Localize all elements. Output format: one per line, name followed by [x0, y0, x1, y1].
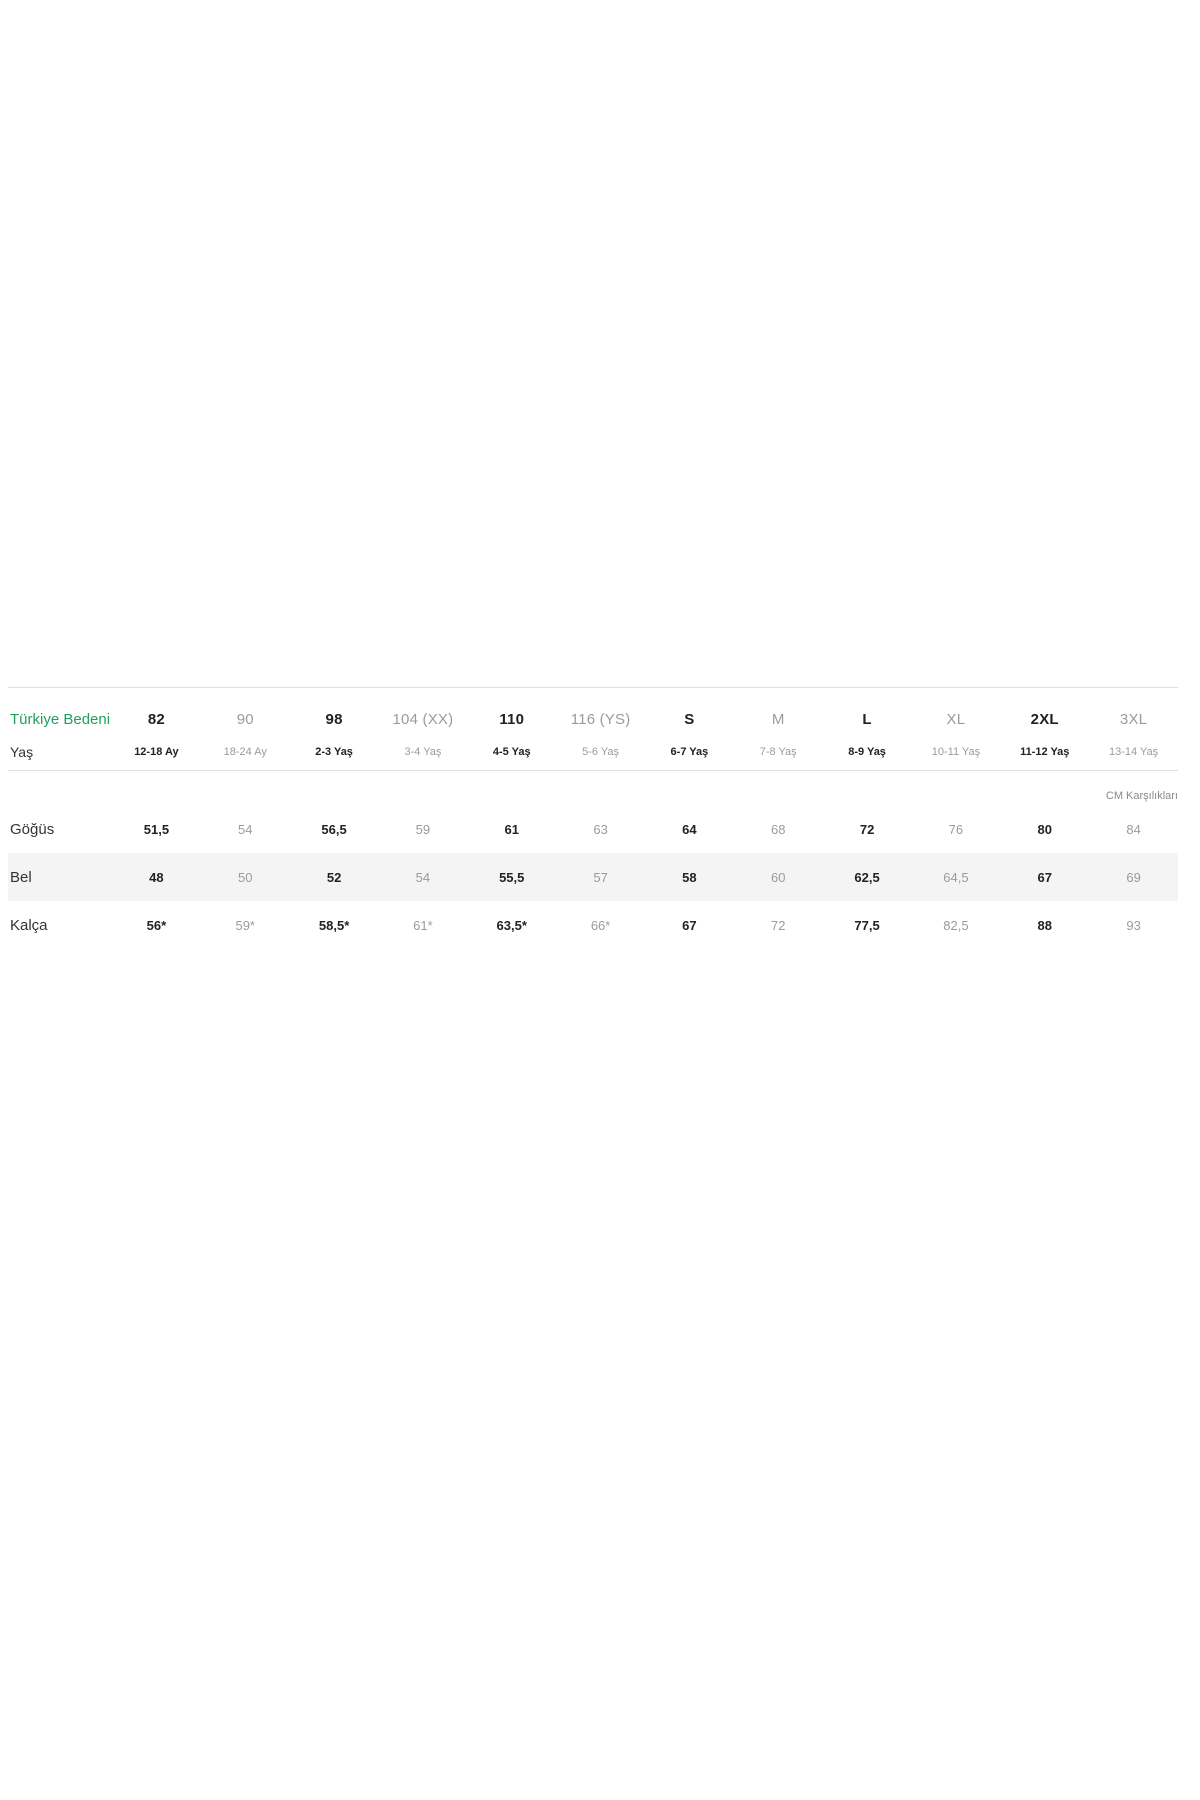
value-cell: 64,5 [943, 869, 969, 885]
header-col: S 6-7 Yaş [645, 710, 734, 770]
age-label: 10-11 Yaş [931, 746, 981, 758]
value-cell: 63 [593, 821, 608, 837]
value-cell: 77,5 [854, 917, 880, 933]
value-cell: 68 [771, 821, 786, 837]
value-cell: 54 [238, 821, 253, 837]
value-cell: 48 [149, 869, 164, 885]
age-row-label: Yaş [10, 744, 34, 760]
age-label: 8-9 Yaş [848, 746, 886, 758]
age-label: 6-7 Yaş [670, 746, 709, 758]
age-label: 7-8 Yaş [759, 746, 797, 758]
value-cell: 80 [1037, 821, 1052, 837]
row-label: Göğüs [10, 820, 55, 838]
value-cell: 59 [415, 821, 431, 837]
header-col: XL 10-11 Yaş [912, 710, 1001, 770]
value-cell: 51,5 [143, 821, 170, 837]
header-col: 110 4-5 Yaş [467, 710, 556, 770]
table-row: Kalça 56* 59* 58,5* 61* 63,5* 66* 67 72 77,5 82,5 8… [8, 901, 1178, 949]
age-label: 13-14 Yaş [1109, 746, 1159, 758]
size-label: M [771, 711, 785, 728]
value-cell: 69 [1126, 869, 1141, 885]
size-label: S [684, 711, 695, 728]
value-cell: 61* [413, 917, 433, 933]
size-label: 116 (YS) [570, 711, 631, 728]
size-chart-table: Türkiye Bedeni Yaş 82 12-18 Ay 90 18-24 Ay 9… [8, 687, 1178, 949]
value-cell: 58 [682, 869, 697, 885]
note-row: CM Karşılıkları [8, 771, 1178, 805]
age-label: 12-18 Ay [134, 746, 179, 758]
header-col: 116 (YS) 5-6 Yaş [556, 710, 645, 770]
size-label: 110 [499, 711, 525, 728]
header-label-cell: Türkiye Bedeni Yaş [8, 710, 112, 770]
header-col: 104 (XX) 3-4 Yaş [379, 710, 468, 770]
age-label: 5-6 Yaş [582, 746, 620, 758]
header-col: 3XL 13-14 Yaş [1089, 710, 1178, 770]
size-label: 90 [236, 711, 254, 728]
value-cell: 56,5 [321, 821, 347, 837]
row-label: Bel [10, 868, 32, 886]
value-cell: 52 [326, 869, 342, 885]
value-cell: 72 [771, 917, 786, 933]
size-label: 82 [147, 711, 165, 728]
age-label: 11-12 Yaş [1020, 746, 1070, 758]
country-size-label: Türkiye Bedeni [10, 711, 111, 728]
size-label: 2XL [1030, 711, 1059, 728]
header-col: 2XL 11-12 Yaş [1000, 710, 1089, 770]
row-label: Kalça [10, 916, 48, 934]
size-label: 98 [325, 711, 343, 728]
age-label: 3-4 Yaş [404, 746, 442, 758]
header-col: 90 18-24 Ay [201, 710, 290, 770]
header-row: Türkiye Bedeni Yaş 82 12-18 Ay 90 18-24 Ay 9… [8, 687, 1178, 771]
age-label: 18-24 Ay [223, 746, 267, 758]
value-cell: 67 [682, 917, 697, 933]
value-cell: 66* [590, 917, 611, 933]
header-col: L 8-9 Yaş [823, 710, 912, 770]
value-cell: 50 [238, 869, 253, 885]
value-cell: 67 [1037, 869, 1052, 885]
header-col: M 7-8 Yaş [734, 710, 823, 770]
value-cell: 82,5 [943, 917, 969, 933]
value-cell: 72 [859, 821, 875, 837]
cm-note: CM Karşılıkları [1105, 790, 1178, 802]
value-cell: 62,5 [854, 869, 880, 885]
header-col: 82 12-18 Ay [112, 710, 201, 770]
age-label: 4-5 Yaş [492, 746, 531, 758]
value-cell: 56* [146, 917, 167, 933]
size-label: 104 (XX) [392, 711, 454, 728]
table-row: Bel 48 50 52 54 55,5 57 58 60 62,5 64,5 67 69 [8, 853, 1178, 901]
value-cell: 59* [235, 917, 255, 933]
value-cell: 63,5* [496, 917, 527, 933]
header-col: 98 2-3 Yaş [290, 710, 379, 770]
table-row: Göğüs 51,5 54 56,5 59 61 63 64 68 72 76 80 84 [8, 805, 1178, 853]
value-cell: 60 [771, 869, 786, 885]
value-cell: 54 [415, 869, 431, 885]
value-cell: 64 [682, 821, 697, 837]
rows-container: Göğüs 51,5 54 56,5 59 61 63 64 68 72 76 80 84 Bel 48 50… [8, 805, 1178, 949]
size-label: XL [946, 711, 966, 728]
value-cell: 57 [593, 869, 608, 885]
age-label: 2-3 Yaş [315, 746, 353, 758]
value-cell: 84 [1126, 821, 1141, 837]
value-cell: 55,5 [499, 869, 525, 885]
value-cell: 88 [1037, 917, 1052, 933]
size-label: 3XL [1119, 711, 1148, 728]
value-cell: 93 [1126, 917, 1141, 933]
value-cell: 58,5* [318, 917, 350, 933]
size-label: L [862, 711, 872, 728]
value-cell: 61 [504, 821, 519, 837]
value-cell: 76 [948, 821, 964, 837]
